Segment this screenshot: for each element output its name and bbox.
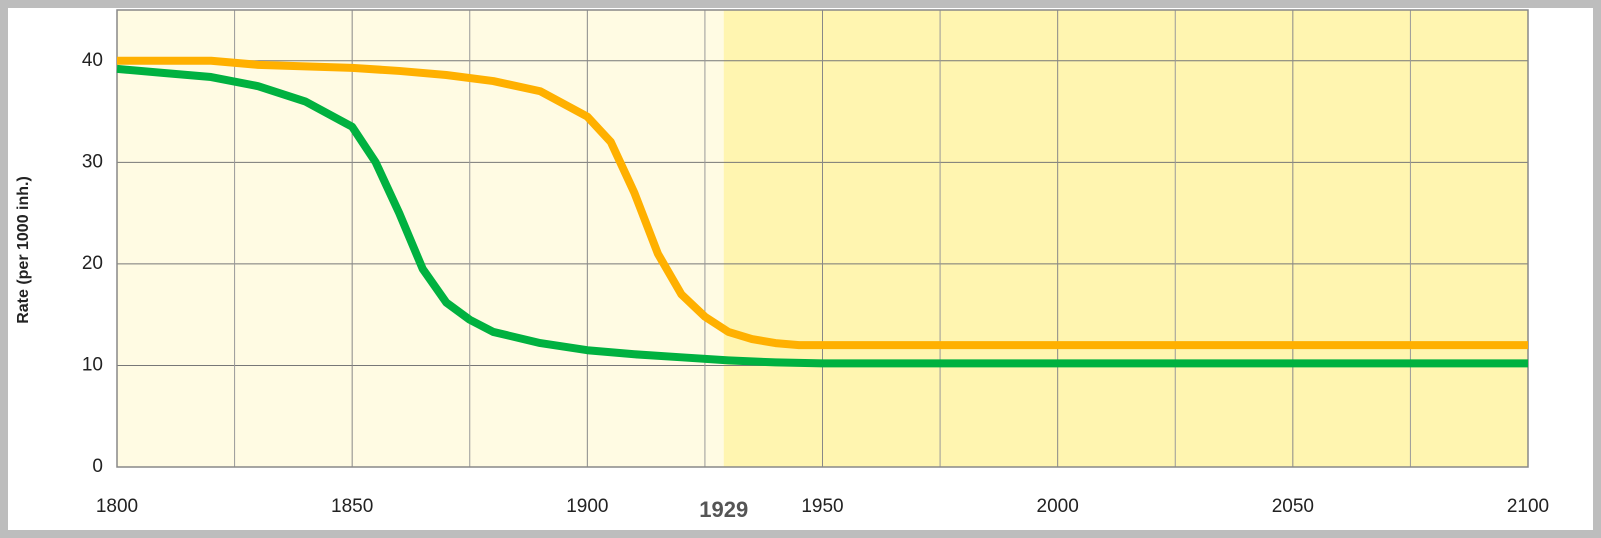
y-tick-label: 0 xyxy=(92,456,103,477)
y-axis-label: Rate (per 1000 inh.) xyxy=(15,176,32,324)
plot-border xyxy=(116,9,1529,468)
y-tick-label: 20 xyxy=(82,253,103,274)
y-tick-label: 40 xyxy=(82,50,103,71)
x-tick-label: 2050 xyxy=(1272,496,1314,517)
x-tick-label: 2100 xyxy=(1507,496,1549,517)
y-tick-label: 10 xyxy=(82,354,103,375)
line xyxy=(117,56,1528,350)
background-after xyxy=(723,10,1528,467)
x-tick-label: 1850 xyxy=(331,496,373,517)
x-tick-label: 1800 xyxy=(96,496,138,517)
annotation: 1929 xyxy=(699,497,748,522)
y-tick-label: 30 xyxy=(82,151,103,172)
background-before xyxy=(117,10,724,467)
line xyxy=(116,64,1528,368)
x-tick-label: 1900 xyxy=(566,496,608,517)
x-tick-label: 1950 xyxy=(801,496,843,517)
x-tick-label: 2000 xyxy=(1037,496,1079,517)
